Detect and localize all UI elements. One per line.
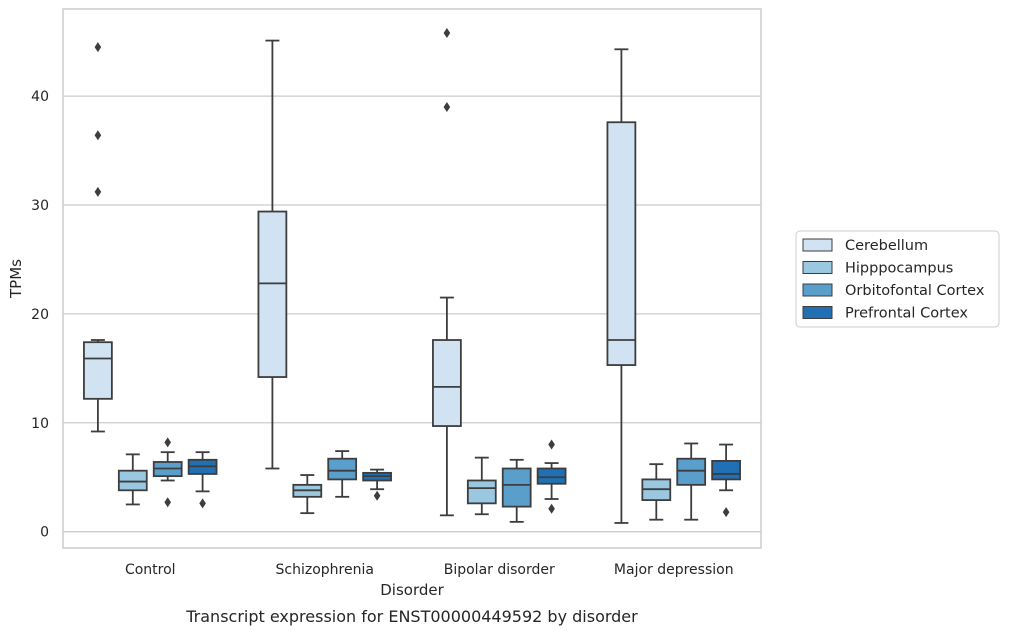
legend: Cerebellum Hipppocampus Orbitofontal Corte… [795,230,1000,328]
grid-layer [63,95,761,533]
box-iqr [711,459,741,481]
y-tick-labels: 0 10 20 30 40 [31,89,49,541]
outlier-point [199,498,206,509]
box-hipppocampus [117,453,148,506]
outlier-point [94,42,102,53]
legend-swatch [802,261,833,274]
y-axis-label: TPMs [7,259,25,299]
box-orbitofontal-cortex [327,450,358,498]
y-tick-label: 0 [40,525,49,541]
box-orbitofontal-cortex [501,458,532,523]
x-tick-label: Schizophrenia [276,562,374,578]
x-axis-label: Disorder [380,581,444,599]
box-hipppocampus [292,474,323,515]
box-iqr [327,457,358,481]
box-iqr [536,467,567,485]
legend-label: Prefrontal Cortex [845,306,968,322]
outlier-point [443,27,451,38]
box-iqr [606,121,637,366]
box-prefrontal-cortex [536,439,567,514]
plot-frame [62,8,762,549]
outlier-point [94,186,102,197]
box-iqr [117,469,148,492]
box-cerebellum [257,39,288,470]
y-tick-label: 10 [31,416,49,432]
outlier-point [164,437,171,448]
outlier-point [548,439,555,450]
box-iqr [501,467,532,508]
box-cerebellum [606,48,637,524]
box-hipppocampus [466,456,497,516]
box-iqr [676,457,707,486]
outlier-point [722,507,730,518]
figure-caption: Transcript expression for ENST0000044959… [185,607,638,626]
box-prefrontal-cortex [362,468,392,501]
box-iqr [83,341,113,400]
box-prefrontal-cortex [187,451,218,509]
x-tick-label: Major depression [614,562,734,578]
x-tick-label: Control [125,562,176,578]
box-cerebellum [83,42,113,433]
box-orbitofontal-cortex [676,442,707,521]
outlier-point [94,130,102,141]
box-iqr [432,339,462,427]
x-tick-labels: Control Schizophrenia Bipolar disorder Majo… [125,562,734,578]
box-prefrontal-cortex [711,443,741,518]
box-layer [83,27,741,524]
box-orbitofontal-cortex [152,437,183,508]
outlier-point [443,102,451,112]
box-iqr [466,479,497,505]
legend-swatch [802,306,833,319]
x-tick-label: Bipolar disorder [444,562,555,578]
box-hipppocampus [641,463,672,521]
y-tick-label: 40 [31,89,49,105]
outlier-point [164,497,171,508]
legend-frame [795,230,1000,328]
outlier-point [548,503,555,514]
legend-swatch [802,238,833,252]
y-tick-label: 20 [31,307,49,323]
outlier-point [373,490,381,501]
y-tick-label: 30 [31,198,49,214]
legend-label: Orbitofontal Cortex [845,283,985,299]
box-iqr [257,210,288,378]
box-cerebellum [432,27,462,517]
legend-label: Hipppocampus [845,261,953,277]
legend-label: Cerebellum [845,238,928,254]
legend-swatch [802,283,833,297]
